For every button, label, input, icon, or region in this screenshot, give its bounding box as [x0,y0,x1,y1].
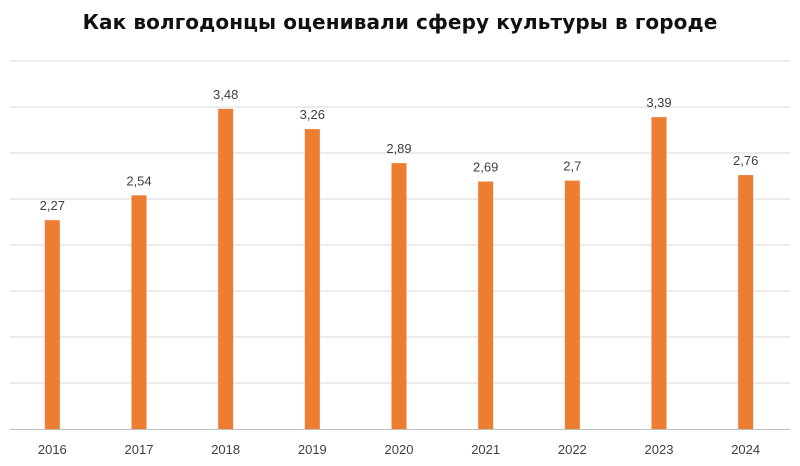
data-label-2022: 2,7 [563,159,581,174]
data-label-2018: 3,48 [213,87,238,102]
data-label-2021: 2,69 [473,160,498,175]
x-tick-label-2019: 2019 [298,442,327,457]
data-label-2024: 2,76 [733,153,758,168]
x-tick-label-2016: 2016 [38,442,67,457]
x-tick-label-2020: 2020 [385,442,414,457]
data-label-2023: 3,39 [646,95,671,110]
x-tick-label-2023: 2023 [645,442,674,457]
bar-2024 [738,175,754,429]
data-label-2019: 3,26 [300,107,325,122]
data-label-2016: 2,27 [40,198,65,213]
x-tick-label-2021: 2021 [471,442,500,457]
bar-2017 [131,195,147,429]
chart-title: Как волгодонцы оценивали сферу культуры … [82,10,718,34]
x-tick-label-2022: 2022 [558,442,587,457]
bar-2021 [478,181,494,429]
bar-2020 [391,163,407,429]
bar-2022 [564,180,580,429]
bar-2023 [651,117,667,430]
data-label-2017: 2,54 [126,173,151,188]
x-tick-label-2024: 2024 [731,442,760,457]
bar-2019 [304,129,320,429]
data-label-2020: 2,89 [386,141,411,156]
x-tick-label-2018: 2018 [211,442,240,457]
x-tick-label-2017: 2017 [125,442,154,457]
bar-2016 [44,220,60,429]
bar-2018 [218,108,234,429]
